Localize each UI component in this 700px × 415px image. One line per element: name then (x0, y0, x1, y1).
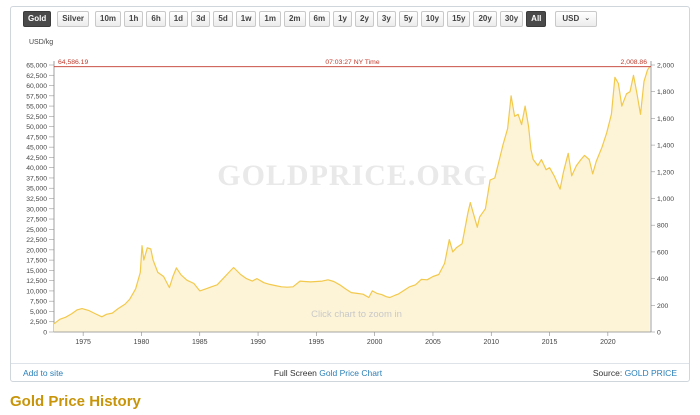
range-button-5d[interactable]: 5d (213, 11, 233, 27)
x-tick-label: 2020 (600, 339, 616, 346)
chart-watermark: GOLDPRICE.ORG (217, 159, 488, 192)
x-tick-label: 2010 (483, 339, 499, 346)
range-button-all[interactable]: All (526, 11, 547, 27)
y-right-tick-label: 800 (657, 223, 669, 230)
y-left-tick-label: 5,000 (30, 309, 47, 316)
page-title: Gold Price History (10, 393, 141, 410)
series-line (53, 66, 651, 325)
chart-footer: Add to site Full Screen Gold Price Chart… (11, 363, 689, 381)
currency-value: USD (562, 14, 580, 23)
range-button-1y[interactable]: 1y (333, 11, 353, 27)
range-button-1d[interactable]: 1d (168, 11, 189, 27)
y-left-tick-label: 10,000 (26, 288, 47, 295)
y-left-tick-label: 25,000 (26, 227, 47, 234)
y-left-tick-label: 65,000 (26, 63, 47, 70)
add-to-site-link[interactable]: Add to site (23, 367, 64, 378)
y-left-tick-label: 52,500 (26, 114, 47, 121)
y-left-tick-label: 50,000 (26, 124, 47, 131)
y-left-tick-label: 60,000 (26, 83, 47, 90)
y-right-tick-label: 1,800 (657, 89, 674, 96)
y-left-tick-label: 57,500 (26, 93, 47, 100)
range-button-1w[interactable]: 1w (235, 11, 257, 27)
y-left-tick-label: 15,000 (26, 268, 47, 275)
x-tick-label: 1990 (250, 339, 266, 346)
source-label: Source: (592, 367, 623, 378)
x-tick-label: 1995 (309, 339, 325, 346)
high-price-left-label: 64,586.19 (58, 59, 88, 66)
y-left-tick-label: 2,500 (30, 319, 47, 326)
y-axis-unit-label: USD/kg (29, 39, 53, 46)
y-right-tick-label: 0 (657, 330, 661, 337)
range-button-20y[interactable]: 20y (473, 11, 497, 27)
y-right-tick-label: 1,000 (657, 196, 674, 203)
x-tick-label: 2005 (425, 339, 441, 346)
series-area-fill (54, 66, 650, 332)
metal-button-gold[interactable]: Gold (23, 11, 52, 27)
chevron-down-icon: ⌄ (584, 15, 591, 22)
y-left-tick-label: 45,000 (26, 145, 47, 152)
range-button-15y[interactable]: 15y (447, 11, 471, 27)
full-screen-text: Full Screen Gold Price Chart (274, 368, 382, 378)
metal-button-silver[interactable]: Silver (57, 11, 90, 27)
range-button-3d[interactable]: 3d (191, 11, 211, 27)
y-left-tick-label: 47,500 (26, 134, 47, 141)
y-left-tick-label: 62,500 (26, 73, 47, 80)
currency-select[interactable]: USD ⌄ (555, 11, 598, 27)
y-right-tick-label: 200 (657, 303, 669, 310)
range-button-30y[interactable]: 30y (499, 11, 524, 27)
full-screen-label: Full Screen (273, 367, 317, 378)
y-left-tick-label: 12,500 (26, 278, 47, 285)
y-left-tick-label: 37,500 (26, 175, 47, 182)
y-left-tick-label: 22,500 (26, 237, 47, 244)
range-button-2m[interactable]: 2m (283, 11, 306, 27)
y-left-tick-label: 20,000 (26, 247, 47, 254)
range-button-6h[interactable]: 6h (146, 11, 166, 27)
x-tick-label: 2000 (367, 339, 383, 346)
chart-panel: Gold Silver 10m 1h 6h 1d 3d 5d 1w 1m 2m 6m 1y 2y 3y 5y 1… (10, 6, 690, 382)
source-link[interactable]: GOLD PRICE (624, 367, 677, 378)
high-price-time-label: 07:03:27 NY Time (325, 59, 380, 66)
y-right-tick-label: 1,600 (657, 116, 674, 123)
range-button-10y[interactable]: 10y (420, 11, 445, 27)
y-left-tick-label: 55,000 (26, 104, 47, 111)
y-right-tick-label: 400 (657, 276, 669, 283)
x-tick-label: 1980 (134, 339, 150, 346)
range-button-2y[interactable]: 2y (355, 11, 374, 27)
y-right-tick-label: 1,400 (657, 143, 674, 150)
y-left-tick-label: 7,500 (30, 299, 47, 306)
y-right-tick-label: 2,000 (657, 63, 674, 70)
range-button-1m[interactable]: 1m (259, 11, 281, 27)
y-left-tick-label: 35,000 (26, 186, 47, 193)
range-button-6m[interactable]: 6m (308, 11, 331, 27)
high-price-right-label: 2,008.86 (621, 59, 648, 66)
y-right-tick-label: 1,200 (657, 169, 674, 176)
zoom-hint: Click chart to zoom in (311, 309, 402, 320)
range-button-5y[interactable]: 5y (398, 11, 418, 27)
x-tick-label: 2015 (542, 339, 558, 346)
y-left-tick-label: 0 (43, 330, 47, 337)
y-left-tick-label: 40,000 (26, 165, 47, 172)
y-left-tick-label: 27,500 (26, 217, 47, 224)
x-tick-label: 1975 (75, 339, 91, 346)
full-screen-chart-link[interactable]: Gold Price Chart (319, 367, 383, 378)
source-text: Source: GOLD PRICE (593, 368, 677, 378)
range-button-1h[interactable]: 1h (124, 11, 144, 27)
range-button-3y[interactable]: 3y (376, 11, 396, 27)
x-tick-label: 1985 (192, 339, 208, 346)
y-right-tick-label: 600 (657, 249, 669, 256)
range-button-10m[interactable]: 10m (95, 11, 122, 27)
chart-toolbar: Gold Silver 10m 1h 6h 1d 3d 5d 1w 1m 2m 6m 1y 2y 3y 5y 1… (23, 11, 598, 27)
y-left-tick-label: 17,500 (26, 258, 47, 265)
y-left-tick-label: 30,000 (26, 206, 47, 213)
y-left-tick-label: 32,500 (26, 196, 47, 203)
gold-price-chart[interactable]: USD/kg 0 2,500 5,000 7,500 10,000 12,500 15,000… (11, 7, 689, 363)
y-left-tick-label: 42,500 (26, 155, 47, 162)
